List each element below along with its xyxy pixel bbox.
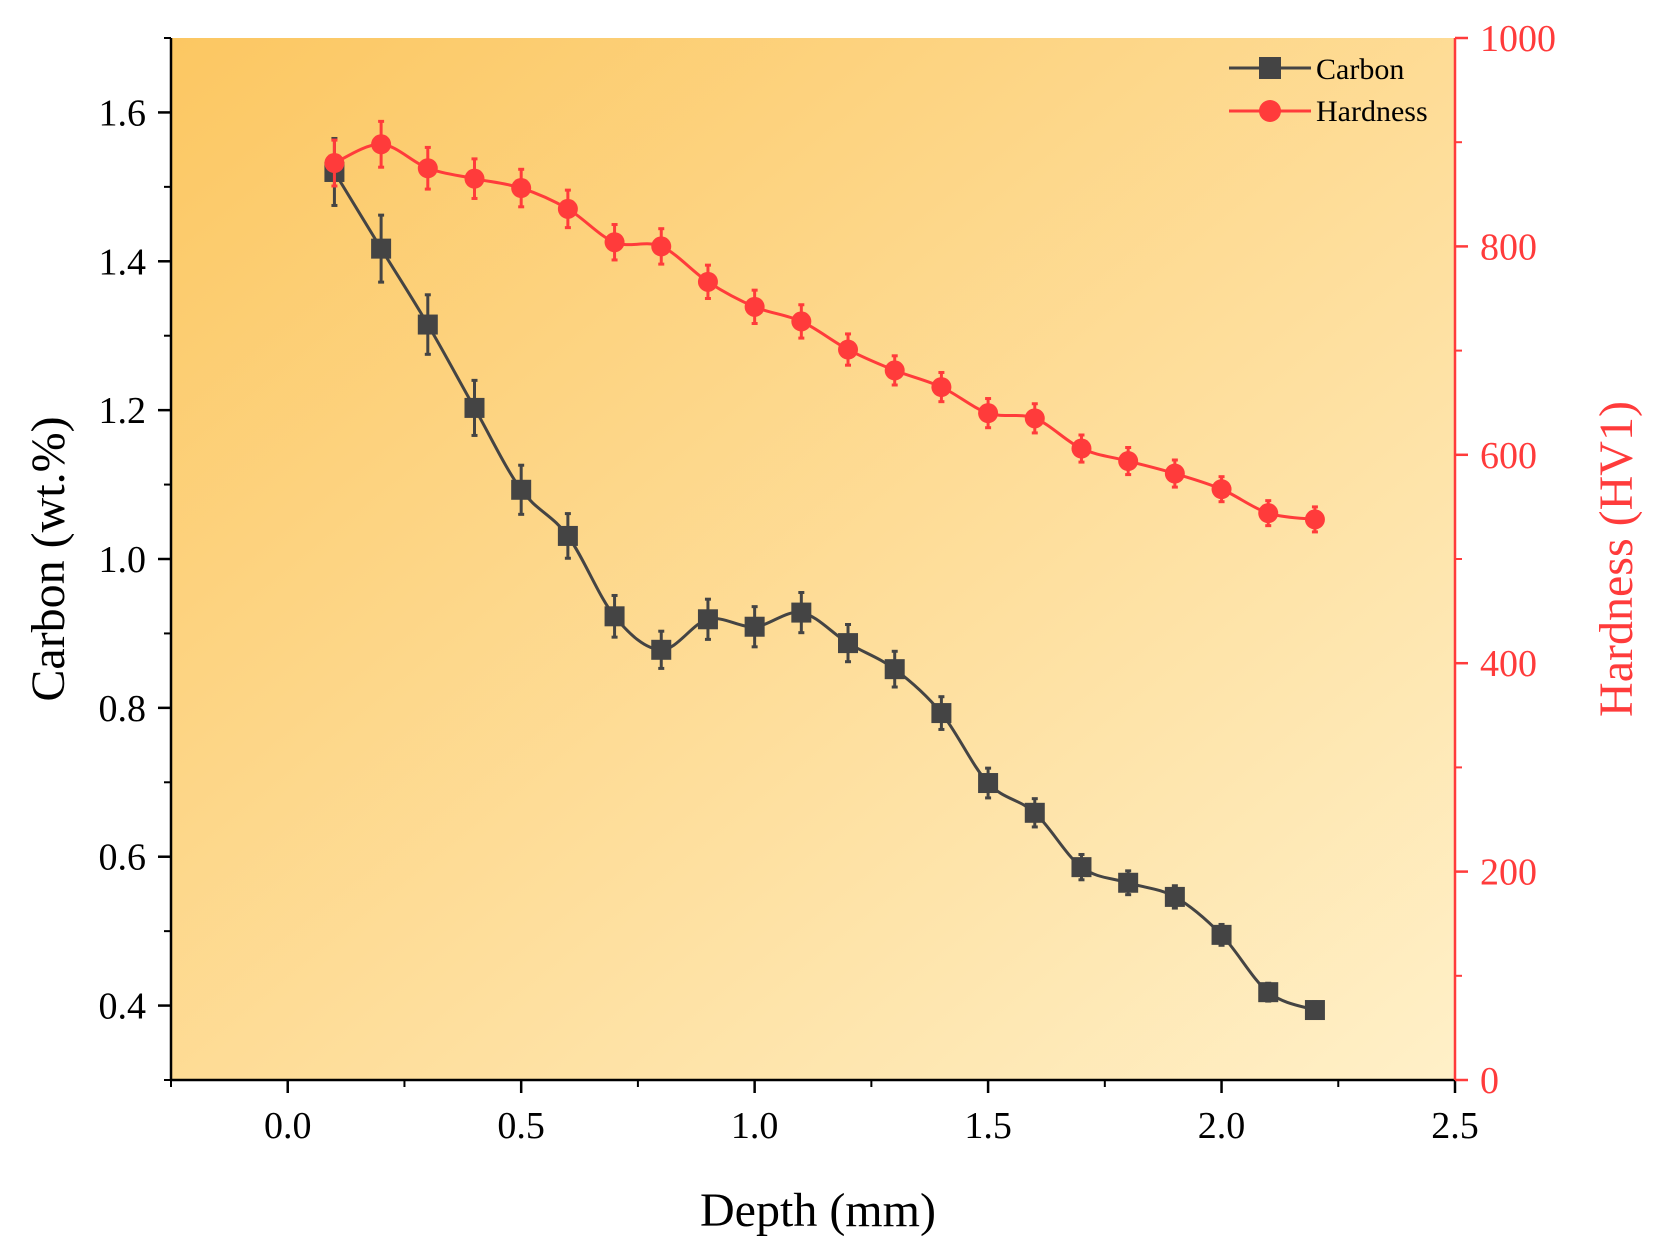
carbon-point bbox=[978, 773, 999, 794]
right-y-axis-ticks: 0 200 400 600 800 1000 bbox=[1455, 18, 1556, 1102]
hardness-point bbox=[1164, 463, 1185, 484]
x-tick-label: 0.5 bbox=[497, 1105, 545, 1147]
plot-background bbox=[171, 38, 1455, 1080]
right-y-axis-title: Hardness (HV1) bbox=[1590, 401, 1643, 717]
hardness-point bbox=[697, 271, 718, 292]
carbon-point bbox=[511, 479, 532, 500]
x-axis-ticks: 0.0 0.5 1.0 1.5 2.0 2.5 bbox=[170, 1080, 1479, 1147]
carbon-point bbox=[931, 703, 952, 724]
legend-hardness-marker bbox=[1259, 100, 1281, 122]
hardness-point bbox=[884, 360, 905, 381]
carbon-point bbox=[838, 633, 859, 654]
x-tick-label: 1.0 bbox=[731, 1105, 779, 1147]
hardness-point bbox=[791, 311, 812, 332]
carbon-point bbox=[1071, 857, 1092, 878]
hardness-point bbox=[1258, 503, 1279, 524]
right-y-tick-label: 400 bbox=[1480, 643, 1537, 685]
carbon-point bbox=[697, 609, 718, 630]
hardness-point bbox=[604, 232, 625, 253]
hardness-point bbox=[651, 236, 672, 257]
carbon-point bbox=[1258, 982, 1279, 1003]
carbon-point bbox=[744, 616, 765, 637]
legend: Carbon Hardness bbox=[1229, 53, 1428, 128]
hardness-point bbox=[978, 403, 999, 424]
carbon-point bbox=[1164, 886, 1185, 907]
right-y-tick-label: 0 bbox=[1480, 1060, 1499, 1102]
hardness-line bbox=[333, 142, 1316, 521]
hardness-point bbox=[557, 198, 578, 219]
carbon-point bbox=[791, 602, 812, 623]
hardness-point bbox=[1118, 451, 1139, 472]
left-y-tick-label: 1.2 bbox=[99, 390, 147, 432]
left-y-tick-label: 0.4 bbox=[99, 986, 147, 1028]
x-tick-label: 0.0 bbox=[264, 1105, 312, 1147]
left-y-tick-label: 1.4 bbox=[99, 241, 147, 283]
legend-hardness-label: Hardness bbox=[1316, 95, 1428, 128]
legend-carbon-marker bbox=[1259, 57, 1281, 79]
carbon-point bbox=[464, 397, 485, 418]
x-tick-label: 1.5 bbox=[964, 1105, 1012, 1147]
hardness-point bbox=[931, 377, 952, 398]
carbon-point bbox=[884, 659, 905, 680]
carbon-point bbox=[1118, 872, 1139, 893]
carbon-point bbox=[1024, 802, 1045, 823]
left-y-tick-label: 1.6 bbox=[99, 92, 147, 134]
carbon-point bbox=[557, 525, 578, 546]
hardness-point bbox=[838, 339, 859, 360]
left-y-tick-label: 1.0 bbox=[99, 539, 147, 581]
left-y-axis-title: Carbon (wt.%) bbox=[22, 416, 75, 701]
carbon-point bbox=[651, 639, 672, 660]
x-tick-label: 2.5 bbox=[1431, 1105, 1479, 1147]
hardness-point bbox=[1071, 438, 1092, 459]
x-tick-label: 2.0 bbox=[1198, 1105, 1246, 1147]
hardness-point bbox=[1304, 509, 1325, 530]
right-y-tick-label: 200 bbox=[1480, 852, 1537, 894]
hardness-point bbox=[371, 134, 392, 155]
hardness-point bbox=[1024, 408, 1045, 429]
series-layer bbox=[324, 119, 1325, 1021]
carbon-series bbox=[324, 136, 1325, 1021]
right-y-tick-label: 600 bbox=[1480, 435, 1537, 477]
carbon-point bbox=[1211, 924, 1232, 945]
x-axis-title: Depth (mm) bbox=[700, 1184, 936, 1237]
hardness-point bbox=[744, 296, 765, 317]
left-y-tick-label: 0.6 bbox=[99, 837, 147, 879]
left-y-tick-label: 0.8 bbox=[99, 688, 147, 730]
right-y-tick-label: 800 bbox=[1480, 226, 1537, 268]
carbon-point bbox=[1304, 1000, 1325, 1021]
left-y-axis-ticks: 0.4 0.6 0.8 1.0 1.2 1.4 1.6 bbox=[99, 37, 171, 1081]
carbon-point bbox=[604, 606, 625, 627]
right-y-tick-label: 1000 bbox=[1480, 18, 1556, 60]
hardness-point bbox=[464, 168, 485, 189]
hardness-point bbox=[324, 153, 345, 174]
carbon-point bbox=[371, 238, 392, 259]
legend-carbon-label: Carbon bbox=[1316, 53, 1404, 86]
hardness-point bbox=[511, 178, 532, 199]
hardness-point bbox=[1211, 479, 1232, 500]
carbon-point bbox=[417, 314, 438, 335]
hardness-series bbox=[324, 119, 1325, 534]
hardness-point bbox=[417, 158, 438, 179]
